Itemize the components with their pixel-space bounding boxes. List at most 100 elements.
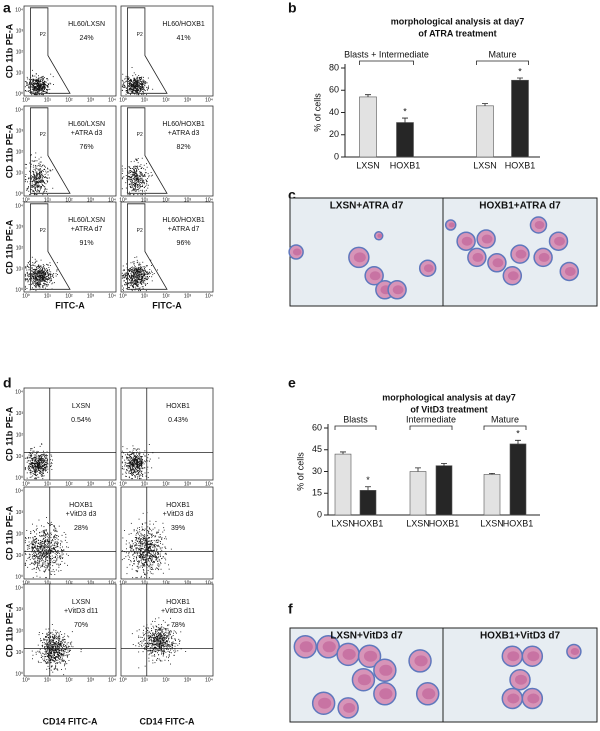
event-dot	[133, 273, 135, 275]
event-dot	[123, 85, 125, 87]
event-dot	[38, 87, 40, 89]
event-dot	[121, 79, 123, 81]
event-dot	[144, 169, 146, 171]
event-dot	[34, 273, 35, 275]
event-dot	[29, 465, 31, 467]
event-dot	[153, 552, 154, 554]
event-dot	[137, 268, 139, 269]
event-dot	[39, 181, 41, 183]
event-dot	[134, 459, 135, 461]
event-dot	[45, 540, 47, 542]
event-dot	[29, 554, 31, 555]
event-dot	[31, 189, 33, 191]
event-dot	[45, 538, 47, 540]
event-dot	[41, 472, 43, 474]
event-dot	[129, 90, 131, 92]
event-dot	[134, 459, 136, 461]
event-dot	[138, 85, 140, 87]
event-dot	[36, 546, 38, 548]
event-dot	[40, 276, 42, 278]
event-dot	[138, 454, 140, 455]
event-dot	[155, 559, 157, 561]
event-dot	[130, 269, 131, 271]
event-dot	[135, 176, 137, 178]
event-dot	[142, 558, 144, 560]
event-dot	[44, 174, 46, 175]
event-dot	[143, 91, 144, 93]
event-dot	[39, 543, 41, 545]
event-dot	[52, 547, 54, 549]
event-dot	[40, 455, 42, 457]
event-dot	[143, 187, 145, 189]
event-dot	[38, 456, 40, 458]
event-dot	[33, 164, 35, 166]
event-dot	[28, 465, 30, 467]
event-dot	[156, 531, 157, 533]
event-dot	[39, 547, 41, 549]
event-dot	[136, 538, 138, 539]
event-dot	[132, 281, 133, 283]
event-dot	[136, 159, 138, 161]
event-dot	[155, 535, 157, 537]
percent-label: 82%	[177, 144, 191, 151]
event-dot	[141, 177, 143, 179]
event-dot	[36, 566, 37, 568]
event-dot	[133, 462, 135, 464]
event-dot	[61, 561, 63, 562]
event-dot	[135, 277, 137, 279]
event-dot	[35, 86, 37, 88]
event-dot	[45, 649, 46, 651]
event-dot	[134, 271, 136, 273]
event-dot	[138, 563, 140, 565]
event-dot	[25, 537, 26, 539]
event-dot	[40, 654, 42, 656]
event-dot	[46, 91, 48, 93]
event-dot	[39, 77, 41, 79]
event-dot	[38, 84, 40, 85]
event-dot	[39, 90, 40, 92]
event-dot	[129, 83, 131, 85]
event-dot	[40, 471, 42, 473]
event-dot	[58, 653, 60, 654]
event-dot	[35, 171, 37, 173]
event-dot	[159, 564, 161, 566]
event-dot	[34, 184, 36, 186]
event-dot	[39, 465, 40, 466]
event-dot	[27, 548, 29, 550]
event-dot	[134, 552, 136, 554]
event-dot	[146, 181, 148, 182]
event-dot	[41, 171, 42, 173]
event-dot	[147, 77, 149, 79]
event-dot	[128, 462, 130, 464]
event-dot	[41, 273, 43, 275]
event-dot	[41, 87, 43, 89]
event-dot	[41, 89, 43, 91]
event-dot	[32, 160, 34, 162]
event-dot	[30, 455, 32, 457]
event-dot	[153, 561, 155, 562]
event-dot	[44, 77, 45, 79]
event-dot	[55, 536, 57, 538]
event-dot	[37, 190, 39, 192]
event-dot	[133, 556, 135, 558]
flow-plot: HOXB1+VitD3 d328%10⁰10⁰10¹10¹10²10²10³10…	[4, 486, 117, 586]
event-dot	[41, 269, 43, 271]
event-dot	[156, 549, 158, 551]
event-dot	[37, 469, 39, 471]
y-tick-label: 10⁰	[15, 475, 23, 481]
event-dot	[30, 463, 32, 465]
event-dot	[59, 645, 61, 647]
event-dot	[33, 174, 34, 176]
event-dot	[125, 77, 127, 79]
event-dot	[29, 276, 31, 277]
event-dot	[127, 76, 129, 77]
event-dot	[124, 284, 126, 286]
event-dot	[41, 469, 43, 471]
event-dot	[133, 189, 135, 190]
event-dot	[145, 82, 147, 84]
event-dot	[140, 173, 142, 175]
event-dot	[129, 461, 131, 463]
event-dot	[46, 655, 48, 657]
event-dot	[148, 577, 150, 579]
event-dot	[34, 75, 36, 77]
